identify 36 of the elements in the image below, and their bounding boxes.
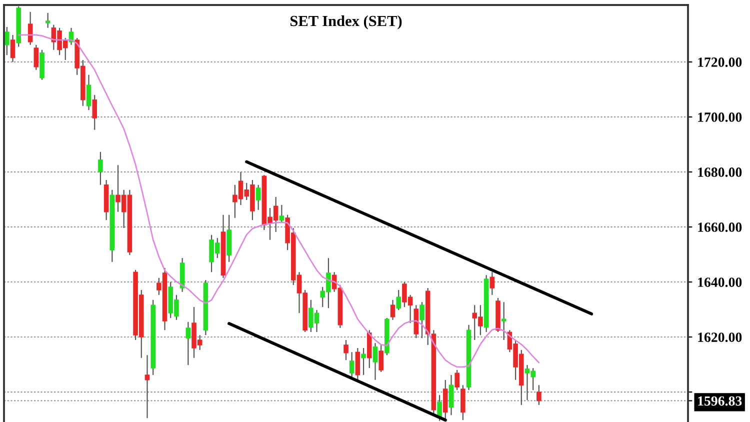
candlestick — [378, 344, 384, 372]
candlestick — [144, 354, 150, 419]
y-tick-label: 1620.00 — [698, 332, 742, 342]
y-tick-label: 1596.83 — [698, 396, 742, 406]
y-tick-label: 1680.00 — [698, 168, 742, 177]
y-tick-label: 1660.00 — [698, 222, 742, 232]
candlestick — [448, 374, 454, 416]
candlestick — [361, 347, 366, 376]
candlestick — [355, 347, 360, 380]
candlestick — [390, 299, 396, 321]
candlestick — [442, 379, 448, 422]
candlestick — [460, 384, 466, 421]
candlestick — [372, 342, 378, 380]
y-tick-label: 1720.00 — [698, 58, 742, 67]
y-tick-label: 1640.00 — [698, 278, 742, 288]
candlestick — [420, 302, 424, 339]
candlestick — [45, 12, 50, 28]
candlestick — [86, 74, 92, 111]
candlestick — [4, 26, 10, 56]
candlestick — [34, 44, 39, 70]
candlestick — [186, 321, 191, 366]
candlestick — [501, 302, 506, 341]
candlestick — [437, 394, 442, 422]
candlestick — [10, 34, 16, 62]
candlestick — [98, 151, 103, 186]
candlestick — [454, 369, 460, 391]
candlestick — [92, 94, 98, 130]
candlestick — [396, 289, 402, 311]
text: SET Index (SET) — [290, 15, 402, 30]
y-tick-label: 1700.00 — [698, 112, 742, 122]
candlestick — [536, 384, 542, 406]
candlestick — [256, 184, 261, 210]
candlestick — [349, 352, 354, 379]
candlestick — [490, 272, 495, 296]
candlestick — [344, 339, 348, 361]
candlestick — [279, 204, 284, 223]
